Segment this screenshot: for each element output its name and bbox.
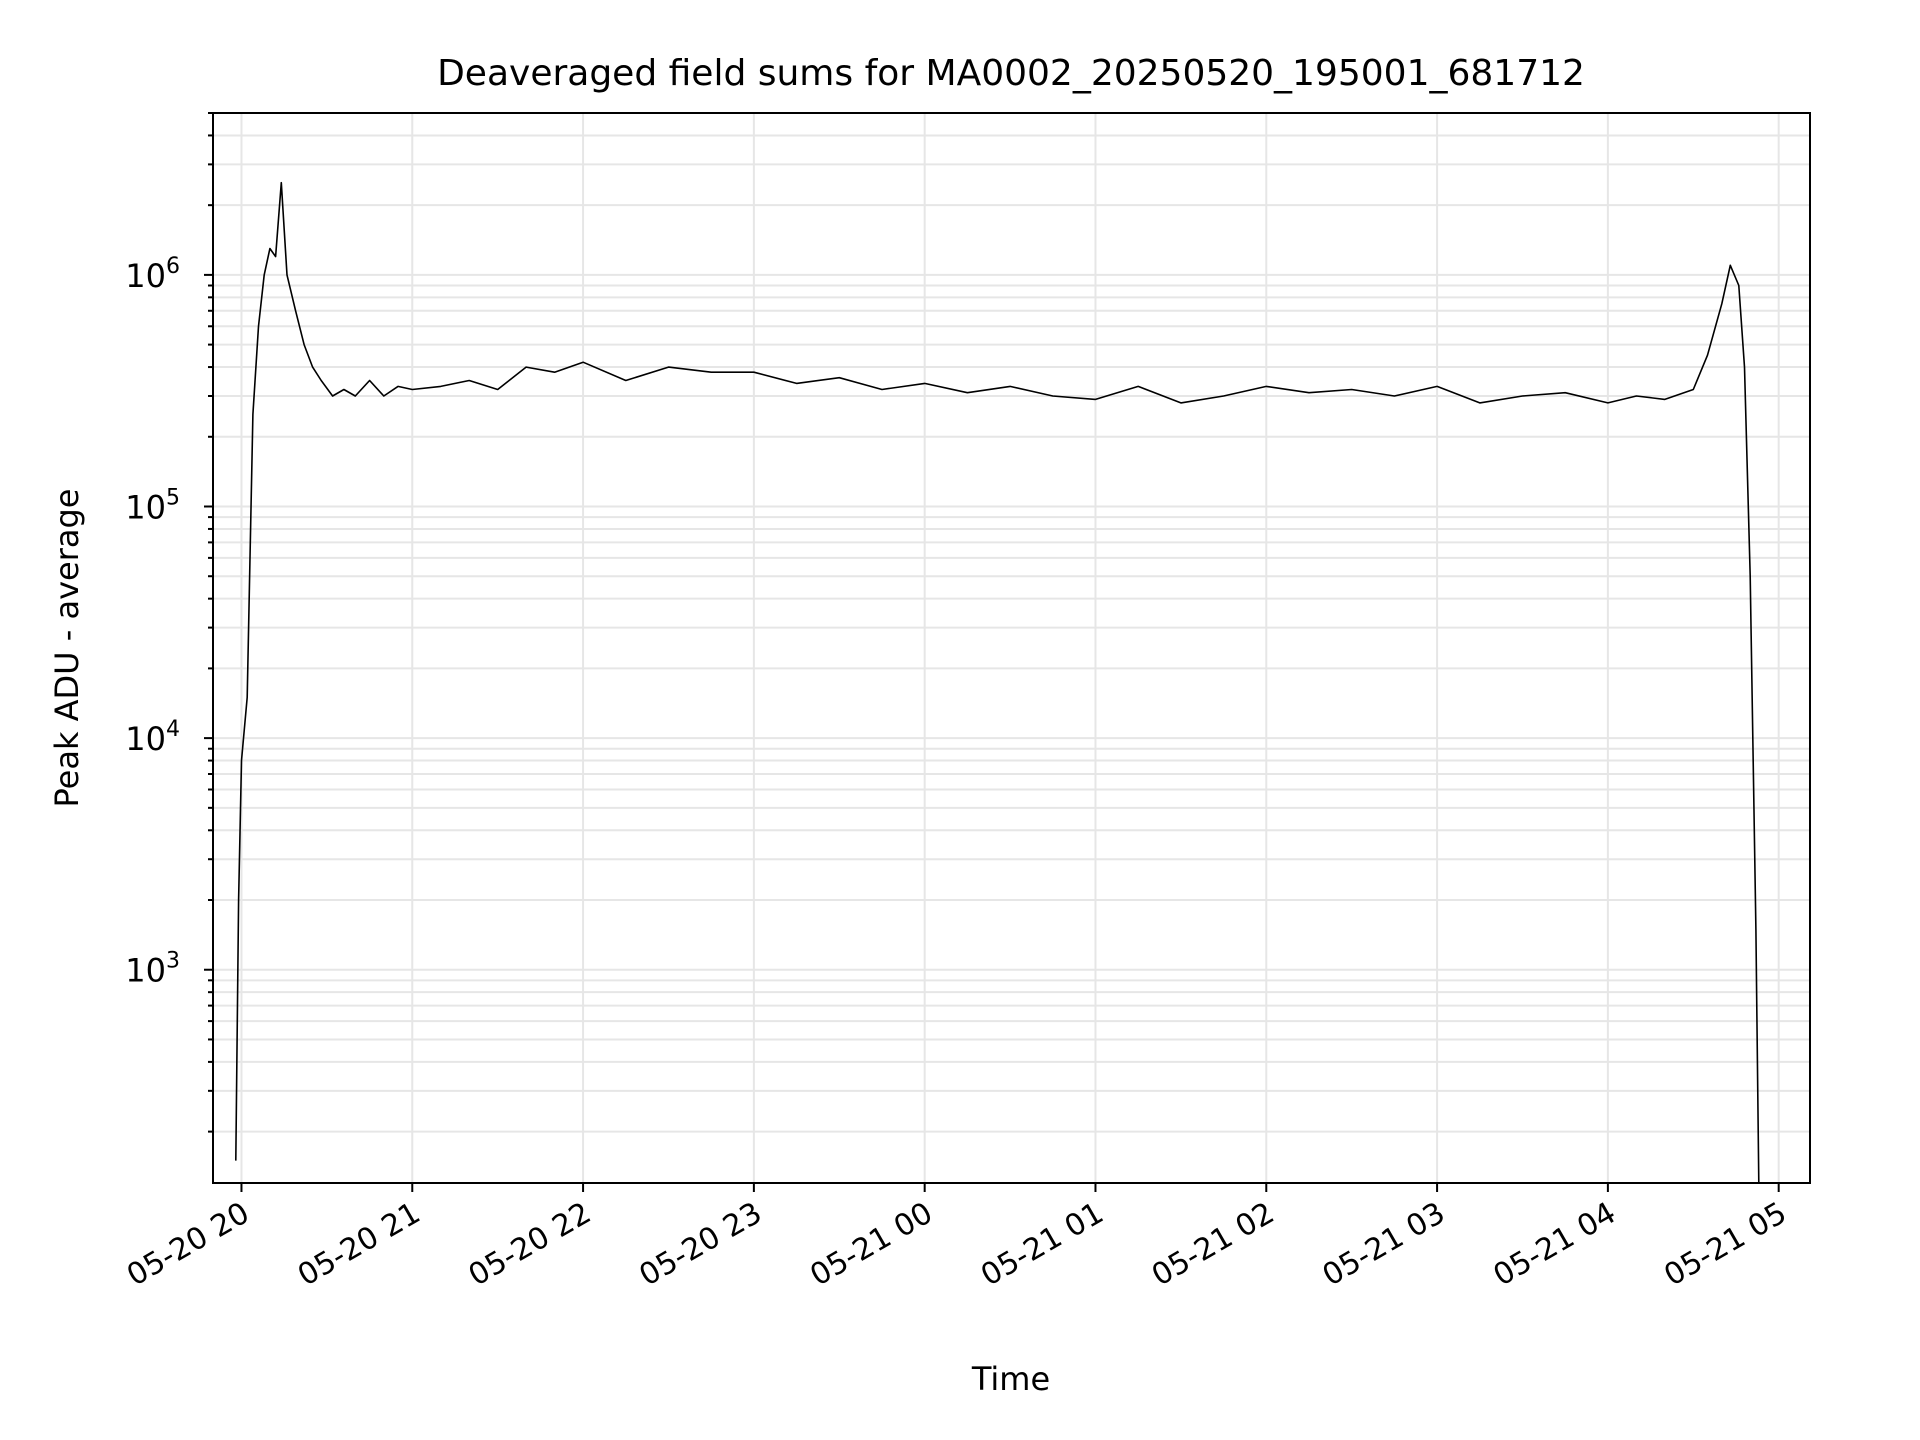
x-tick-label: 05-20 23	[634, 1196, 768, 1294]
x-tick-label: 05-20 20	[121, 1196, 255, 1294]
x-tick-label: 05-21 05	[1658, 1196, 1792, 1294]
series-line	[235, 181, 1760, 1184]
x-tick-label: 05-20 22	[463, 1196, 597, 1294]
y-axis-ticks: 103 104 105 106	[125, 112, 213, 1133]
x-tick-label: 05-21 04	[1488, 1196, 1622, 1294]
x-tick-label: 05-21 03	[1317, 1196, 1451, 1294]
data-series	[235, 181, 1760, 1184]
y-tick-label: 103	[125, 949, 180, 990]
x-tick-label: 05-20 21	[292, 1196, 426, 1294]
plot-frame	[212, 112, 1811, 1184]
y-tick-label: 104	[125, 717, 180, 758]
y-tick-label: 106	[125, 254, 180, 295]
x-tick-label: 05-21 02	[1146, 1196, 1280, 1294]
y-axis-label: Peak ADU - average	[48, 489, 86, 808]
x-tick-label: 05-21 00	[804, 1196, 938, 1294]
grid-lines	[213, 112, 1810, 1183]
x-axis-label: Time	[971, 1360, 1050, 1398]
x-tick-label: 05-21 01	[975, 1196, 1109, 1294]
chart-title: Deaveraged field sums for MA0002_2025052…	[437, 53, 1585, 94]
x-axis-ticks: 05-20 20 05-20 21 05-20 22 05-20 23 05-21 00…	[121, 1183, 1793, 1293]
y-tick-label: 105	[125, 486, 180, 527]
